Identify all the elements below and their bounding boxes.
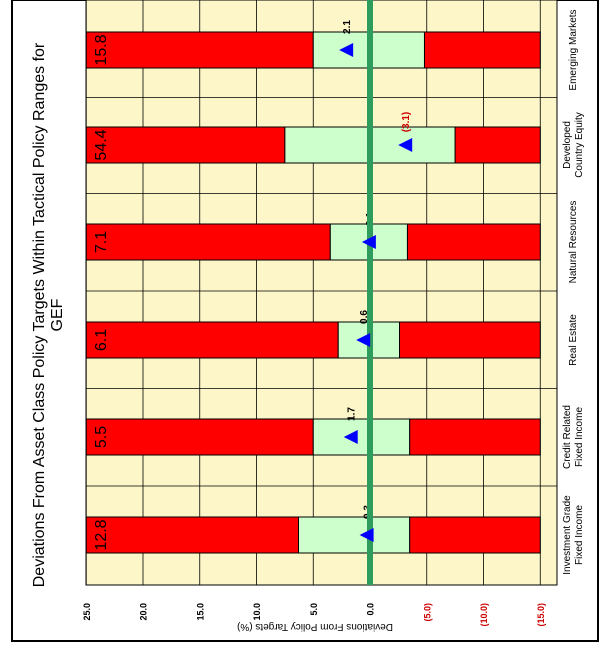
tick-label: (5.0) (422, 603, 432, 622)
tick-label: 10.0 (252, 603, 262, 621)
deviation-marker (339, 43, 354, 57)
category-label: Developed (562, 121, 573, 169)
policy-target-label: 12.8 (93, 519, 110, 550)
deviation-label: (3.1) (401, 112, 412, 133)
deviation-marker (343, 430, 358, 444)
tick-label: 25.0 (82, 603, 92, 621)
chart-title: Deviations From Asset Class Policy Targe… (31, 42, 66, 587)
deviation-marker (398, 138, 413, 152)
policy-target-label: 15.8 (93, 34, 110, 65)
chart-title-line: Deviations From Asset Class Policy Targe… (31, 42, 48, 587)
tick-label: 20.0 (139, 603, 149, 621)
policy-target-label: 7.1 (93, 231, 110, 253)
tick-label: 0.0 (366, 603, 376, 616)
bar-below-range (409, 516, 541, 554)
policy-target-label: 5.5 (93, 426, 110, 448)
bar-within-range (312, 418, 411, 456)
bar-above-range (85, 31, 314, 69)
policy-target-label: 6.1 (93, 329, 110, 351)
bar-below-range (423, 31, 541, 69)
bar-above-range (85, 321, 339, 359)
deviation-label: 1.7 (347, 407, 358, 421)
bar-below-range (406, 223, 541, 261)
chart-title-line: GEF (49, 298, 66, 331)
policy-target-label: 54.4 (93, 129, 110, 160)
category-label: Real Estate (568, 314, 579, 366)
bar-below-range (454, 126, 541, 164)
category-label: Fixed Income (574, 407, 585, 467)
tick-label: (10.0) (479, 603, 489, 627)
category-label: Emerging Markets (568, 9, 579, 90)
bar-above-range (85, 126, 286, 164)
tick-label: 15.0 (195, 603, 205, 621)
category-label: Country Equity (574, 112, 585, 178)
deviation-marker (361, 235, 376, 249)
grid (85, 0, 557, 585)
bar-above-range (85, 223, 331, 261)
deviation-marker (356, 333, 371, 347)
y-axis-label: Deviations From Policy Targets (%) (237, 621, 393, 632)
category-label: Investment Grade (562, 495, 573, 575)
plot-area (85, 0, 558, 586)
tick-label: (15.0) (536, 603, 546, 627)
deviation-label: 2.1 (342, 20, 353, 34)
category-label: Credit Related (562, 405, 573, 469)
bar-below-range (409, 418, 541, 456)
bar-within-range (297, 516, 411, 554)
deviation-marker (359, 528, 374, 542)
bar-below-range (399, 321, 541, 359)
tick-label: 5.0 (309, 603, 319, 616)
bar-above-range (85, 418, 314, 456)
category-label: Natural Resources (568, 201, 579, 284)
tick-labels: 25.0 20.0 15.0 10.0 5.0 0.0 (5.0) (10.0) (15.0) (82, 603, 546, 627)
bars: 0.31.70.60.1(3.1)2.1 (85, 0, 541, 585)
deviation-label: 0.6 (359, 310, 370, 324)
bar-above-range (85, 516, 299, 554)
category-label: Fixed Income (574, 505, 585, 565)
